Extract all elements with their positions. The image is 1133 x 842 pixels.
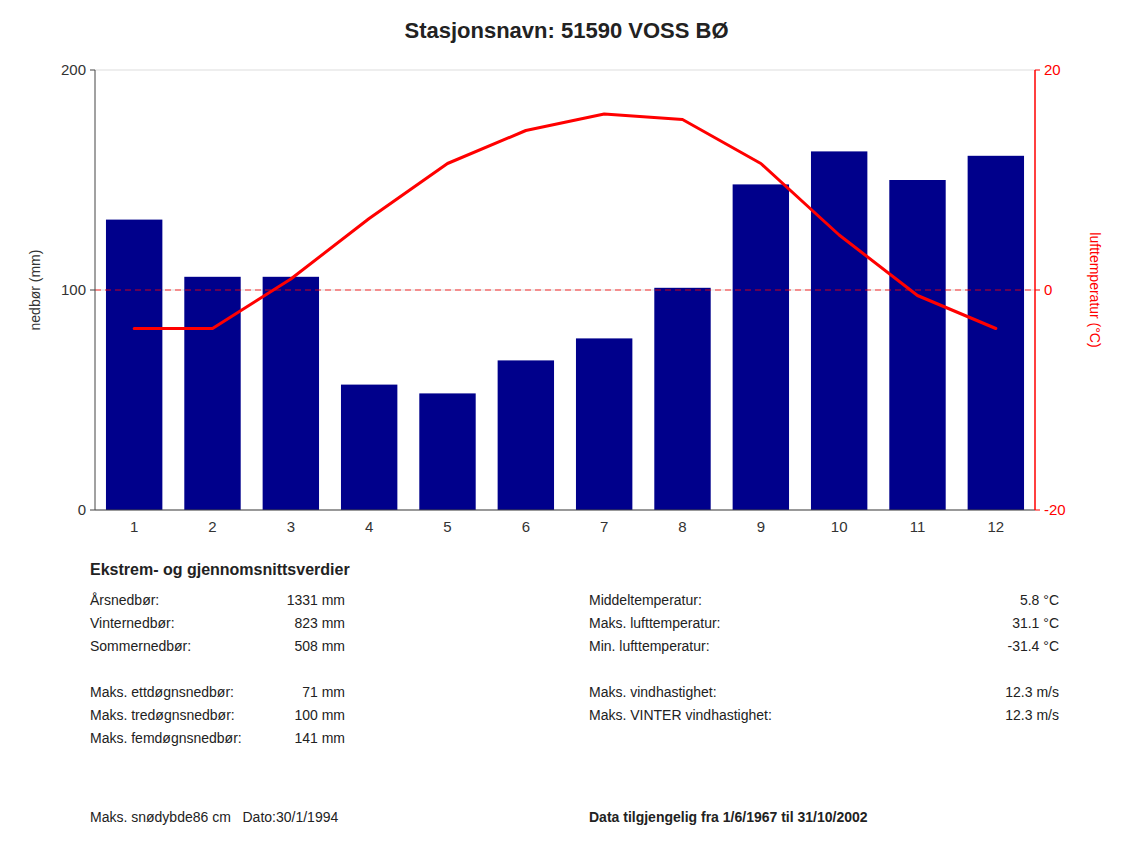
y-axis-label: nedbør (mm): [27, 250, 43, 331]
y2-tick-label: 20: [1044, 61, 1061, 78]
bar: [733, 184, 789, 510]
tick: [90, 290, 95, 291]
bar: [341, 385, 397, 510]
reference-line: [95, 290, 1035, 291]
stat-value: 1331 mm: [287, 592, 345, 608]
y-axis: [95, 70, 96, 510]
x-tick-label: 3: [287, 518, 295, 535]
y2-tick-label: 0: [1044, 281, 1052, 298]
x-tick-label: 10: [831, 518, 848, 535]
x-tick-label: 8: [678, 518, 686, 535]
title: Stasjonsnavn: 51590 VOSS BØ: [404, 18, 728, 43]
y-tick-label: 0: [78, 501, 86, 518]
bar: [576, 338, 632, 510]
tick: [90, 70, 95, 71]
temperature-line: [134, 114, 996, 329]
stat-value: 100 mm: [294, 707, 345, 723]
stat-value: -31.4 °C: [1007, 638, 1059, 654]
tick: [90, 510, 95, 511]
stat-label: Maks. VINTER vindhastighet:: [589, 707, 772, 723]
stat-label: Maks. ettdøgnsnedbør:: [90, 684, 234, 700]
stat-label: Middeltemperatur:: [589, 592, 702, 608]
y2-tick-label: -20: [1044, 501, 1066, 518]
y-tick-label: 200: [61, 61, 86, 78]
stat-value: 508 mm: [294, 638, 345, 654]
grid-line: [95, 70, 1035, 71]
x-tick-label: 9: [757, 518, 765, 535]
stat-label: Årsnedbør:: [90, 592, 159, 608]
x-tick-label: 6: [522, 518, 530, 535]
bar: [106, 220, 162, 510]
grid-line: [95, 510, 1035, 511]
bar: [889, 180, 945, 510]
snow-note: Maks. snødybde86 cm Dato:30/1/1994: [90, 809, 338, 825]
bar: [419, 393, 475, 510]
x-tick-label: 1: [130, 518, 138, 535]
x-tick-label: 7: [600, 518, 608, 535]
stat-value: 12.3 m/s: [1005, 684, 1059, 700]
x-tick-label: 11: [910, 518, 926, 535]
stat-label: Vinternedbør:: [90, 615, 175, 631]
stat-value: 31.1 °C: [1012, 615, 1059, 631]
bar: [263, 277, 319, 510]
plot-area: [95, 114, 1035, 510]
y-tick-label: 100: [61, 281, 86, 298]
stat-label: Maks. tredøgnsnedbør:: [90, 707, 235, 723]
stat-label: Maks. femdøgnsnedbør:: [90, 730, 242, 746]
stat-label: Sommernedbør:: [90, 638, 191, 654]
stats-title: Ekstrem- og gjennomsnittsverdier: [90, 561, 350, 578]
x-tick-label: 12: [987, 518, 1004, 535]
x-tick-label: 4: [365, 518, 373, 535]
stat-value: 141 mm: [294, 730, 345, 746]
stat-value: 71 mm: [302, 684, 345, 700]
y2-axis-label: lufttemperatur (°C): [1087, 232, 1103, 347]
data-note: Data tilgjengelig fra 1/6/1967 til 31/10…: [589, 809, 868, 825]
y2-axis: [1034, 70, 1036, 510]
bar: [498, 360, 554, 510]
bar: [811, 151, 867, 510]
stat-label: Maks. lufttemperatur:: [589, 615, 721, 631]
bar: [184, 277, 240, 510]
x-tick-label: 5: [443, 518, 451, 535]
stat-label: Maks. vindhastighet:: [589, 684, 717, 700]
stat-value: 12.3 m/s: [1005, 707, 1059, 723]
bar: [968, 156, 1024, 510]
x-tick-label: 2: [208, 518, 216, 535]
chart: Stasjonsnavn: 51590 VOSS BØ 0 100 200 -20 0 20…: [0, 0, 1133, 842]
stat-value: 823 mm: [294, 615, 345, 631]
bar: [654, 288, 710, 510]
stat-value: 5.8 °C: [1020, 592, 1059, 608]
x-axis: [95, 510, 1035, 511]
stat-label: Min. lufttemperatur:: [589, 638, 710, 654]
